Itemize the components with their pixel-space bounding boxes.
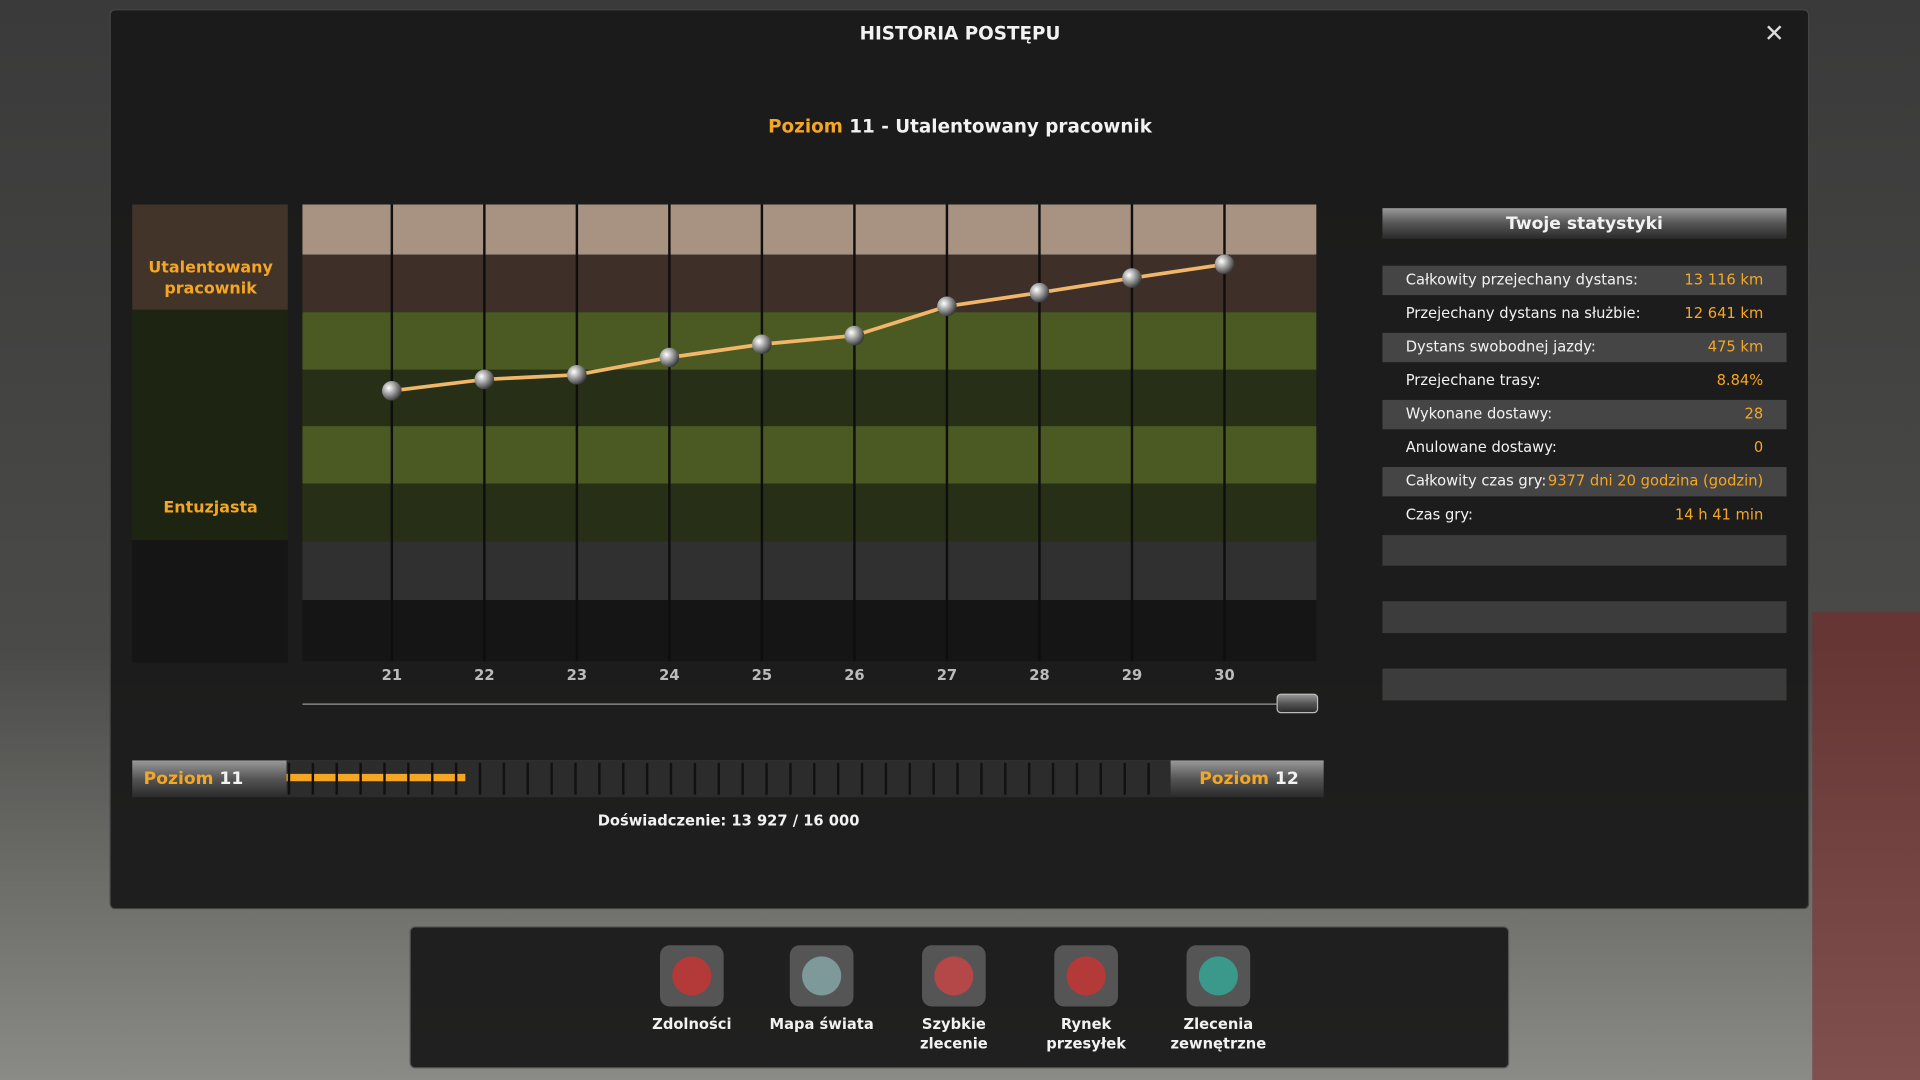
stats-row-bg — [1382, 265, 1787, 296]
toolbar: Zdolności Mapa świata Szybkie zlecenie Rynek… — [409, 926, 1510, 1069]
data-point — [659, 347, 680, 368]
data-point — [567, 365, 587, 385]
toolbar-label[interactable]: zewnętrzne — [1171, 1035, 1267, 1052]
x-tick-label: 22 — [474, 667, 494, 684]
progress-fill — [286, 773, 466, 782]
x-tick-label: 30 — [1214, 667, 1234, 684]
experience: Doświadczenie: 13 927 / 16 000 — [598, 813, 860, 830]
band — [302, 426, 1317, 484]
stat-label: Całkowity czas gry: — [1406, 473, 1547, 490]
x-tick-label: 24 — [659, 667, 679, 684]
stats-empty-row — [1382, 601, 1787, 634]
stats-row-bg — [1382, 399, 1787, 430]
stat-value: 475 km — [1708, 339, 1764, 356]
stat-value: 12 641 km — [1684, 305, 1763, 322]
toolbar-item[interactable]: Mapa świata — [769, 945, 874, 1033]
toolbar-item[interactable]: Rynek przesyłek — [1046, 945, 1127, 1052]
x-tick-label: 28 — [1029, 667, 1049, 684]
level-right-number: 12 — [1275, 769, 1299, 789]
level-left-number: 11 — [219, 769, 243, 789]
stat-label: Anulowane dostawy: — [1406, 439, 1557, 456]
stats-row-bg — [1382, 332, 1787, 363]
level-right-label: Poziom — [1199, 769, 1269, 789]
toolbar-icon-detail[interactable] — [802, 956, 842, 996]
stat-label: Wykonane dostawy: — [1406, 406, 1553, 423]
toolbar-icon-detail[interactable] — [1066, 956, 1106, 996]
toolbar-icon-detail[interactable] — [934, 956, 974, 996]
stat-value: 14 h 41 min — [1675, 506, 1763, 523]
background-wall — [1812, 612, 1920, 1080]
x-tick-label: 27 — [937, 667, 957, 684]
stats-header — [1382, 208, 1787, 239]
stat-value: 28 — [1745, 406, 1764, 423]
stats-title: Twoje statystyki — [1506, 214, 1663, 234]
x-tick-label: 23 — [567, 667, 587, 684]
band — [302, 483, 1317, 542]
close-button[interactable]: ✕ — [1764, 18, 1785, 47]
data-point — [474, 369, 495, 390]
slider — [302, 693, 1319, 714]
toolbar-icon-detail[interactable] — [672, 956, 712, 996]
slider-thumb[interactable] — [1276, 693, 1319, 714]
stats-panel: Twoje statystyki Całkowity przejechany d… — [1382, 208, 1787, 701]
stat-value: 13 116 km — [1684, 271, 1763, 288]
stat-label: Dystans swobodnej jazdy: — [1406, 339, 1596, 356]
heading: Poziom 11 - Utalentowany pracownik — [768, 116, 1153, 137]
band-label: Utalentowany — [148, 258, 273, 277]
x-tick-label: 21 — [382, 667, 402, 684]
heading-rest: 11 - Utalentowany pracownik — [849, 116, 1152, 137]
band — [302, 600, 1317, 662]
stat-value: 0 — [1754, 439, 1763, 456]
stat-label: Przejechane trasy: — [1406, 372, 1541, 389]
heading-prefix: Poziom — [768, 116, 843, 137]
band — [302, 254, 1317, 313]
window-title: HISTORIA POSTĘPU — [860, 23, 1061, 44]
toolbar-label[interactable]: Szybkie — [922, 1016, 986, 1033]
level-left-label: Poziom — [144, 769, 214, 789]
level-left: Poziom 11 — [144, 769, 244, 789]
band — [302, 369, 1317, 427]
band-label-bg — [132, 309, 288, 540]
level-progress: Poziom 11 Poziom 12 Doświadczenie: 13 92… — [132, 760, 1324, 830]
toolbar-label[interactable]: Rynek — [1061, 1016, 1113, 1033]
toolbar-item[interactable]: Zlecenia zewnętrzne — [1171, 945, 1267, 1052]
x-tick-label: 26 — [844, 667, 864, 684]
stat-label: Całkowity przejechany dystans: — [1406, 271, 1638, 288]
data-point — [1122, 268, 1142, 288]
stat-value: 8.84% — [1717, 372, 1764, 389]
data-point — [1029, 282, 1050, 303]
band-label-bg — [132, 540, 288, 663]
toolbar-item[interactable]: Zdolności — [652, 945, 732, 1033]
stat-label: Przejechany dystans na służbie: — [1406, 305, 1641, 322]
toolbar-item[interactable]: Szybkie zlecenie — [920, 945, 988, 1052]
progress-line — [391, 262, 1225, 393]
band-label: pracownik — [164, 278, 257, 297]
stats-empty-row — [1382, 668, 1787, 701]
data-point — [382, 381, 402, 401]
stat-label: Czas gry: — [1406, 506, 1473, 523]
stats-empty-row — [1382, 535, 1787, 566]
band — [302, 204, 1317, 255]
data-point — [1214, 254, 1235, 275]
toolbar-label[interactable]: Mapa świata — [769, 1016, 873, 1033]
data-point — [752, 334, 772, 355]
stats-row-bg — [1382, 467, 1787, 497]
toolbar-icon-detail[interactable] — [1198, 956, 1238, 996]
toolbar-label[interactable]: przesyłek — [1046, 1035, 1127, 1052]
band-label: Entuzjasta — [163, 498, 257, 517]
toolbar-label[interactable]: Zlecenia — [1184, 1016, 1254, 1033]
band-label-bg — [132, 204, 288, 310]
toolbar-label[interactable]: Zdolności — [652, 1016, 731, 1033]
data-point — [844, 325, 865, 346]
x-tick-label: 25 — [752, 667, 772, 684]
toolbar-label[interactable]: zlecenie — [920, 1035, 988, 1052]
stat-value: 9377 dni 20 godzina (godzin) — [1548, 473, 1763, 490]
band — [302, 541, 1317, 600]
level-right: Poziom 12 — [1199, 769, 1299, 789]
data-point — [937, 296, 957, 317]
x-tick-label: 29 — [1122, 667, 1142, 684]
